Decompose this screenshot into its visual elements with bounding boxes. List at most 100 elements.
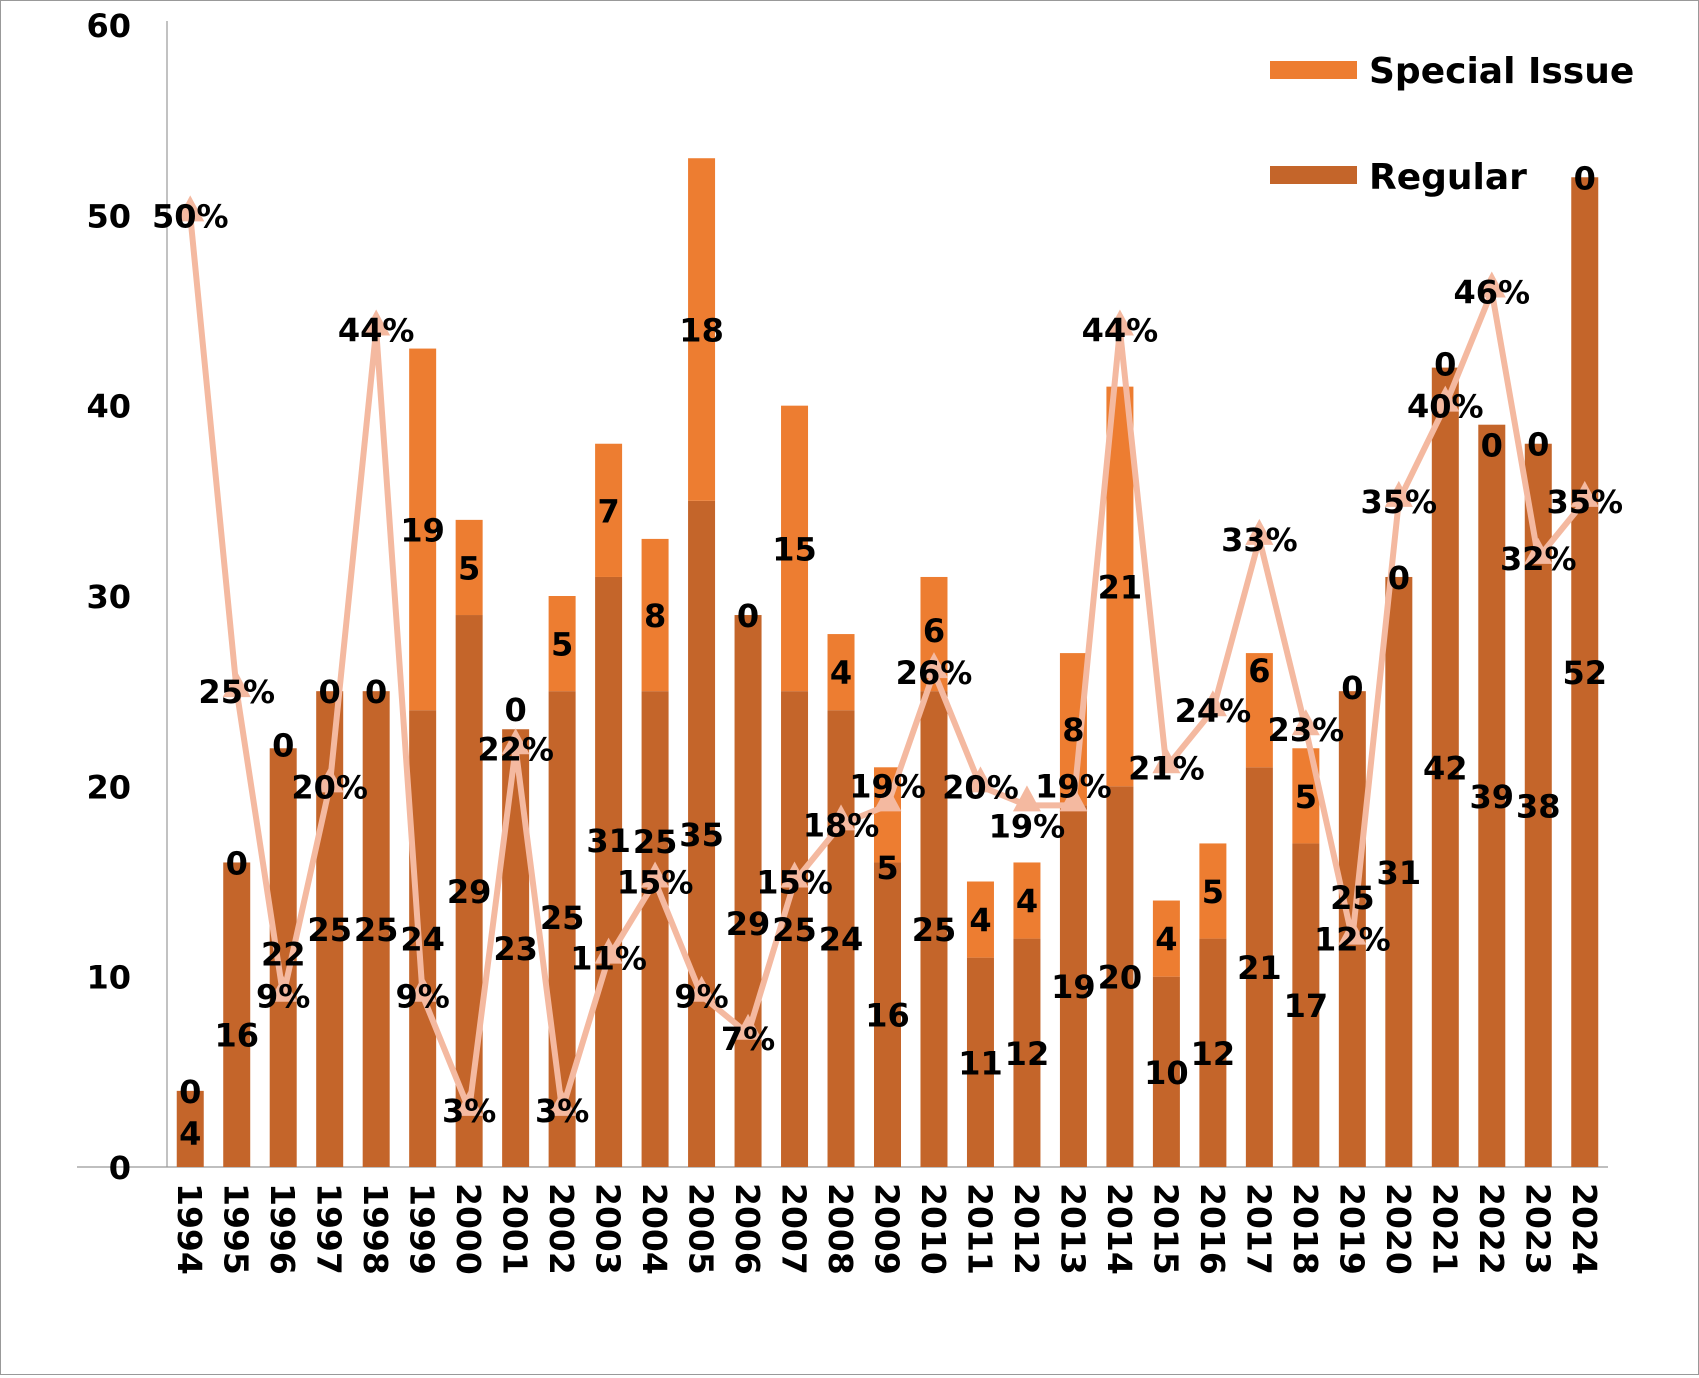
line-marker [873, 785, 902, 812]
bar-regular [1385, 576, 1413, 1167]
x-tick-label: 2003 [589, 1183, 628, 1275]
line-marker [1152, 747, 1181, 774]
percentage-label: 3% [442, 1092, 496, 1130]
x-tick-label: 2007 [775, 1183, 814, 1275]
bar-regular [920, 691, 948, 1167]
special-value-label: 8 [644, 597, 666, 635]
regular-value-label: 24 [819, 921, 864, 959]
regular-value-label: 31 [1377, 854, 1422, 892]
line-marker [734, 1013, 763, 1040]
percentage-label: 18% [803, 806, 880, 844]
regular-value-label: 31 [586, 822, 631, 860]
bar-regular [1059, 805, 1087, 1167]
regular-value-label: 25 [540, 899, 585, 937]
x-tick-label: 2005 [682, 1183, 721, 1275]
y-tick-label: 20 [86, 768, 131, 806]
regular-value-label: 23 [493, 930, 538, 968]
percentage-label: 3% [535, 1092, 589, 1130]
legend-swatch-regular [1270, 166, 1357, 184]
special-value-label: 6 [1248, 652, 1270, 690]
regular-value-label: 17 [1284, 987, 1329, 1025]
line-marker [1105, 309, 1134, 336]
percentage-label: 9% [674, 978, 728, 1016]
x-tick-label: 2006 [728, 1183, 767, 1275]
line-marker [408, 975, 437, 1002]
line-marker [1431, 385, 1460, 412]
percentage-label: 9% [395, 978, 449, 1016]
percentage-label: 15% [756, 864, 833, 902]
line-marker [1570, 480, 1599, 507]
line-marker [315, 766, 344, 793]
special-value-label: 5 [458, 549, 480, 587]
regular-value-label: 21 [1237, 949, 1282, 987]
line-marker [1059, 785, 1088, 812]
regular-value-label: 12 [1005, 1035, 1050, 1073]
regular-value-label: 10 [1144, 1054, 1189, 1092]
line-marker [966, 766, 995, 793]
special-value-label: 15 [772, 530, 817, 568]
x-tick-label: 2004 [635, 1183, 674, 1275]
bar-regular [455, 615, 483, 1167]
special-value-label: 5 [876, 849, 898, 887]
bar-regular [176, 1090, 204, 1167]
x-tick-label: 2022 [1472, 1183, 1511, 1275]
bar-regular [966, 957, 994, 1167]
bar-regular [827, 710, 855, 1167]
regular-value-label: 25 [307, 911, 352, 949]
legend: Special Issue Regular [1270, 51, 1634, 198]
x-tick-label: 2012 [1007, 1183, 1046, 1275]
x-tick-label: 2009 [868, 1183, 907, 1275]
percentage-label: 19% [1035, 767, 1112, 805]
percentage-label: 20% [942, 768, 1019, 806]
x-tick-label: 2019 [1332, 1183, 1371, 1275]
regular-value-label: 39 [1470, 778, 1515, 816]
regular-value-label: 25 [633, 823, 678, 861]
regular-value-label: 12 [1191, 1035, 1236, 1073]
bar-regular [1571, 177, 1599, 1167]
regular-value-label: 24 [400, 921, 445, 959]
special-value-label: 0 [1481, 427, 1503, 465]
line-marker [1524, 537, 1553, 564]
x-tick-label: 2000 [449, 1183, 488, 1275]
bar-regular [1013, 938, 1041, 1167]
bar-regular [1245, 767, 1273, 1167]
line-marker [1198, 690, 1227, 717]
bar-regular [781, 691, 809, 1167]
bar-regular [1431, 367, 1459, 1168]
x-tick-label: 2014 [1100, 1183, 1139, 1275]
special-value-label: 0 [365, 673, 387, 711]
x-tick-label: 1999 [403, 1183, 442, 1275]
x-tick-label: 2020 [1379, 1183, 1418, 1275]
x-tick-label: 1998 [356, 1183, 395, 1275]
bar-regular [734, 615, 762, 1167]
line-marker [687, 975, 716, 1002]
line-marker [780, 861, 809, 888]
percentage-label: 19% [849, 767, 926, 805]
bar-regular [1199, 938, 1227, 1167]
bar-regular [688, 500, 716, 1167]
line-marker [222, 671, 251, 698]
special-value-label: 0 [226, 844, 248, 882]
special-value-label: 7 [597, 492, 619, 530]
regular-value-label: 11 [958, 1044, 1003, 1082]
y-tick-label: 60 [86, 7, 131, 45]
x-tick-label: 2017 [1239, 1183, 1278, 1275]
line-marker [1012, 785, 1041, 812]
special-value-label: 5 [1295, 778, 1317, 816]
special-value-label: 0 [737, 597, 759, 635]
line-marker [827, 804, 856, 831]
bar-special-issue [688, 158, 716, 501]
special-value-label: 0 [1527, 426, 1549, 464]
special-value-label: 5 [551, 626, 573, 664]
y-tick-label: 10 [86, 959, 131, 997]
regular-value-label: 25 [1330, 879, 1375, 917]
x-tick-label: 2023 [1518, 1183, 1557, 1275]
bar-special-issue [966, 881, 994, 958]
percentage-label: 33% [1221, 521, 1298, 559]
percentage-label: 44% [338, 312, 415, 350]
special-value-label: 5 [1202, 873, 1224, 911]
x-tick-label: 2021 [1425, 1183, 1464, 1275]
line-marker [501, 728, 530, 755]
